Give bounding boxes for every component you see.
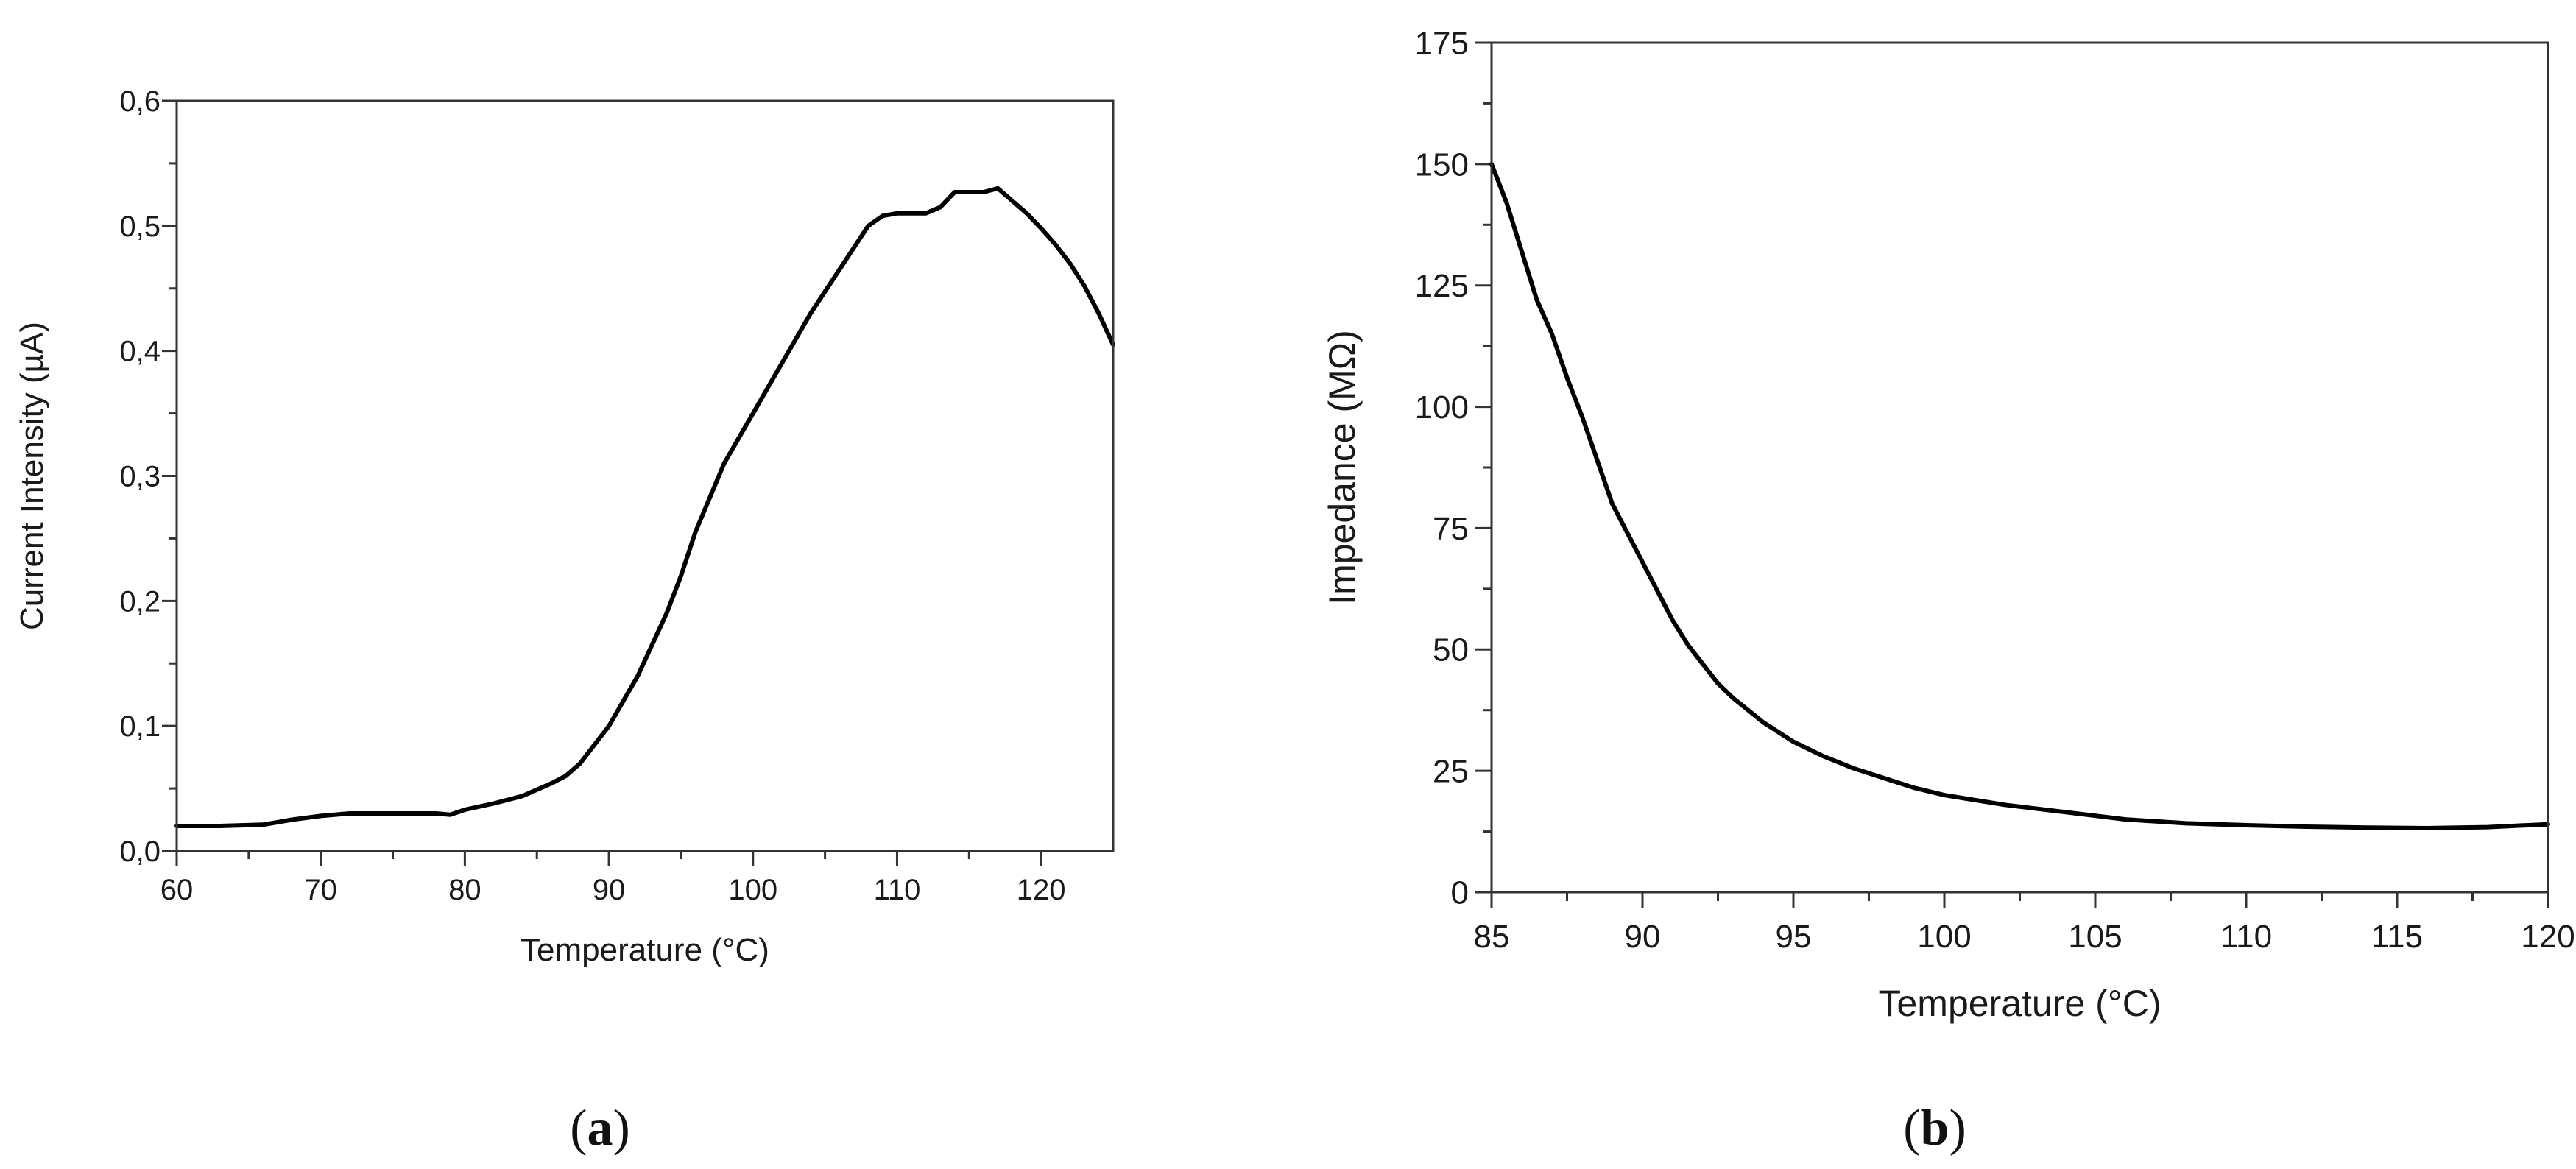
chart-b-x-tick-label: 100 [1917, 919, 1971, 955]
chart-a-x-tick-label: 120 [1017, 874, 1066, 906]
chart-a-x-tick-label: 90 [593, 874, 626, 906]
chart-b-y-tick-label: 175 [1415, 25, 1469, 61]
chart-a-x-tick-label: 100 [728, 874, 777, 906]
panel-label-b-letter: b [1921, 1100, 1949, 1156]
chart-b-ticks [1475, 41, 2549, 908]
chart-a-x-tick-label: 60 [160, 874, 194, 906]
chart-a-x-tick-label: 110 [874, 874, 921, 906]
chart-b-x-tick-label: 90 [1625, 919, 1661, 955]
chart-b-impedance: 85 90 95 100 105 110 115 120 0 25 50 75 100 125 150 175… [1321, 25, 2575, 1024]
chart-b-x-tick-label: 110 [2220, 919, 2272, 955]
chart-b-tick-labels: 85 90 95 100 105 110 115 120 0 25 50 75 100 125 150 175 [1415, 25, 2575, 955]
chart-a-y-tick-label: 0,2 [119, 585, 160, 618]
chart-b-x-tick-label: 85 [1474, 919, 1510, 955]
chart-a-ticks [162, 99, 1042, 866]
chart-b-y-axis-label: Impedance (MΩ) [1321, 330, 1363, 605]
chart-b-plot-frame [1490, 41, 2549, 894]
chart-b-y-tick-label: 0 [1451, 875, 1469, 911]
chart-a-y-tick-label: 0,0 [119, 836, 160, 868]
panel-label-b: (b) [1903, 1100, 1966, 1156]
panel-label-a-close: ) [613, 1100, 630, 1156]
chart-b-x-axis-label: Temperature (°C) [1879, 983, 2162, 1024]
chart-b-y-tick-label: 50 [1433, 632, 1469, 668]
chart-b-y-tick-label: 150 [1415, 146, 1469, 183]
chart-b-series-line [1489, 161, 2550, 830]
chart-a-plot-frame [175, 99, 1115, 852]
chart-a-tick-labels: 60 70 80 90 100 110 120 0,0 0,1 0,2 0,3 0,4 0,5 0,6 [119, 85, 1065, 906]
chart-a-series-line [174, 186, 1115, 828]
chart-a-y-tick-label: 0,4 [119, 336, 160, 368]
panel-label-a-letter: a [587, 1100, 613, 1156]
chart-a-y-tick-label: 0,5 [119, 211, 160, 243]
panel-label-b-close: ) [1949, 1100, 1966, 1156]
chart-b-y-tick-label: 125 [1415, 268, 1469, 304]
panel-label-b-open: ( [1903, 1100, 1920, 1156]
chart-a-x-tick-label: 80 [448, 874, 481, 906]
chart-b-x-tick-label: 115 [2371, 919, 2423, 955]
chart-a-y-tick-label: 0,6 [119, 85, 160, 118]
chart-b-y-tick-label: 100 [1415, 389, 1469, 425]
panel-label-a-open: ( [570, 1100, 587, 1156]
chart-a-x-axis-label: Temperature (°C) [521, 932, 769, 968]
chart-b-y-tick-label: 75 [1433, 511, 1469, 547]
chart-b-y-tick-label: 25 [1433, 754, 1469, 790]
chart-a-x-tick-label: 70 [304, 874, 337, 906]
chart-b-x-tick-label: 95 [1776, 919, 1812, 955]
chart-a-current-intensity: 60 70 80 90 100 110 120 0,0 0,1 0,2 0,3 0,4 0,5 0,6 T… [14, 85, 1115, 968]
panel-label-a: (a) [570, 1100, 630, 1156]
chart-a-y-tick-label: 0,1 [119, 710, 160, 743]
chart-a-y-axis-label: Current Intensity (µA) [14, 322, 50, 630]
chart-b-x-tick-label: 105 [2068, 919, 2122, 955]
chart-a-y-tick-label: 0,3 [119, 461, 160, 493]
chart-b-x-tick-label: 120 [2521, 919, 2575, 955]
